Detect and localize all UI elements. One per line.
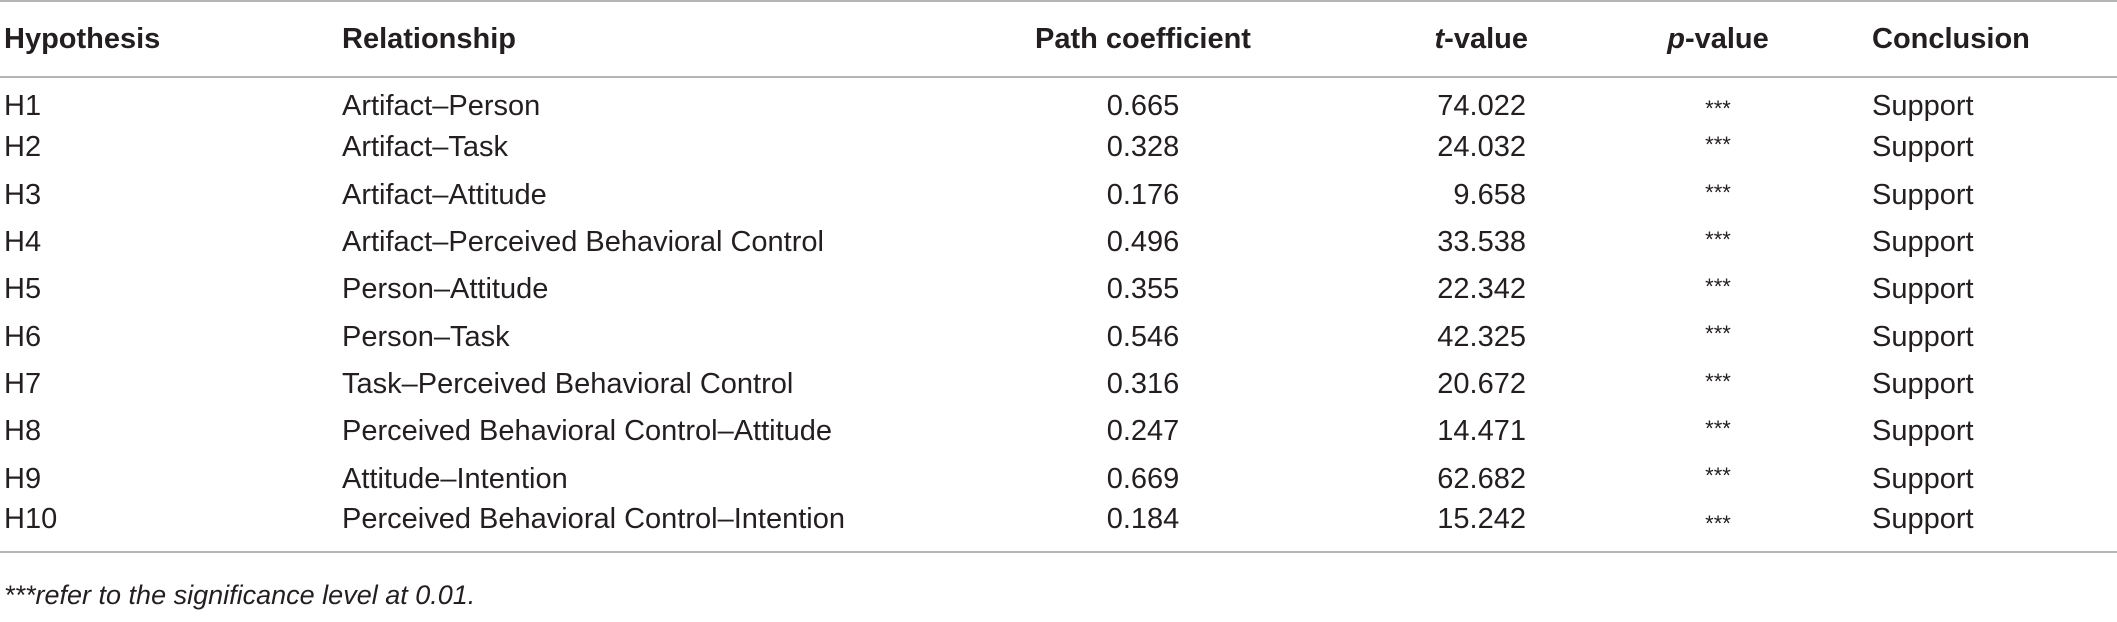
cell-conclusion: Support (1872, 273, 1974, 306)
cell-conclusion: Support (1872, 415, 1974, 448)
cell-p-value: *** (1705, 368, 1731, 394)
header-p-value-italic: p (1667, 22, 1685, 55)
cell-path-coefficient: 0.355 (1106, 273, 1180, 306)
cell-t-value: 9.658 (1453, 178, 1526, 211)
table-row: H4 Artifact–Perceived Behavioral Control 0… (0, 219, 2117, 266)
cell-relationship: Perceived Behavioral Control–Attitude (342, 415, 833, 448)
cell-hypothesis: H4 (4, 226, 42, 259)
cell-t-value: 20.672 (1437, 367, 1526, 400)
cell-p-value: *** (1568, 502, 1868, 553)
cell-relationship: Perceived Behavioral Control–Intention (338, 502, 938, 553)
cell-t-value: 15.242 (1348, 502, 1568, 553)
cell-path-coefficient: 0.665 (1106, 89, 1180, 122)
cell-p-value: *** (1705, 463, 1731, 489)
cell-p-value: *** (1705, 226, 1731, 252)
cell-p-value: *** (1705, 96, 1731, 121)
cell-path-coefficient: 0.328 (1106, 131, 1180, 164)
header-t-value-italic: t (1434, 22, 1445, 55)
header-p-value: p-value (1568, 0, 1868, 78)
table-row: H3 Artifact–Attitude 0.176 9.658 *** Support (0, 172, 2117, 219)
table-footnote: ***refer to the significance level at 0.… (4, 580, 476, 610)
cell-hypothesis: H2 (4, 131, 42, 164)
cell-relationship: Attitude–Intention (342, 462, 568, 495)
table-row: H2 Artifact–Task 0.328 24.032 *** Support (0, 124, 2117, 171)
header-row: Hypothesis Relationship Path coefficient… (0, 0, 2117, 78)
cell-p-value: *** (1705, 274, 1731, 300)
cell-p-value: *** (1705, 132, 1731, 158)
table-row: H6 Person–Task 0.546 42.325 *** Support (0, 313, 2117, 360)
table-body: H1 Artifact–Person 0.665 74.022 *** Support H2… (0, 77, 2117, 553)
cell-t-value: 24.032 (1437, 131, 1526, 164)
header-t-value-suffix: -value (1444, 22, 1528, 55)
cell-relationship: Artifact–Perceived Behavioral Control (342, 226, 824, 259)
cell-relationship: Artifact–Task (342, 131, 508, 164)
cell-t-value: 33.538 (1437, 226, 1526, 259)
table-row: H10 Perceived Behavioral Control–Intentio… (0, 502, 2117, 553)
cell-hypothesis: H7 (4, 367, 42, 400)
cell-path-coefficient: 0.546 (1106, 320, 1180, 353)
header-conclusion: Conclusion (1868, 0, 2117, 78)
cell-p-value: *** (1705, 416, 1731, 442)
cell-path-coefficient: 0.496 (1106, 226, 1180, 259)
cell-conclusion: Support (1872, 178, 1974, 211)
header-t-value: t-value (1348, 0, 1568, 78)
cell-relationship: Artifact–Person (342, 89, 541, 122)
cell-hypothesis: H3 (4, 178, 42, 211)
table-row: H9 Attitude–Intention 0.669 62.682 *** Suppor… (0, 455, 2117, 502)
cell-path-coefficient: 0.247 (1106, 415, 1180, 448)
table-header: Hypothesis Relationship Path coefficient… (0, 0, 2117, 78)
cell-relationship: Person–Attitude (342, 273, 549, 306)
cell-t-value: 22.342 (1437, 273, 1526, 306)
cell-conclusion: Support (1872, 367, 1974, 400)
cell-t-value: 14.471 (1437, 415, 1526, 448)
table-row: H7 Task–Perceived Behavioral Control 0.316… (0, 361, 2117, 408)
cell-relationship: Artifact–Attitude (342, 178, 547, 211)
cell-p-value: *** (1705, 179, 1731, 205)
cell-conclusion: Support (1872, 131, 1974, 164)
cell-hypothesis: H8 (4, 415, 42, 448)
cell-conclusion: Support (1872, 462, 1974, 495)
cell-path-coefficient: 0.176 (1106, 178, 1180, 211)
cell-t-value: 42.325 (1437, 320, 1526, 353)
cell-conclusion: Support (1868, 502, 2117, 553)
cell-conclusion: Support (1872, 320, 1974, 353)
cell-relationship: Task–Perceived Behavioral Control (342, 367, 794, 400)
cell-path-coefficient: 0.669 (1106, 462, 1180, 495)
header-hypothesis: Hypothesis (0, 0, 338, 78)
cell-hypothesis: H5 (4, 273, 42, 306)
cell-hypothesis: H10 (0, 502, 338, 553)
cell-p-value: *** (1705, 321, 1731, 347)
cell-hypothesis: H9 (4, 462, 42, 495)
cell-hypothesis: H1 (4, 89, 42, 122)
table-row: H1 Artifact–Person 0.665 74.022 *** Support (0, 77, 2117, 124)
hypothesis-results-table: Hypothesis Relationship Path coefficient… (0, 0, 2117, 553)
cell-relationship: Person–Task (342, 320, 510, 353)
cell-conclusion: Support (1872, 226, 1974, 259)
table-row: H5 Person–Attitude 0.355 22.342 *** Support (0, 266, 2117, 313)
header-path-coefficient: Path coefficient (938, 0, 1348, 78)
cell-path-coefficient: 0.316 (1106, 367, 1180, 400)
table-row: H8 Perceived Behavioral Control–Attitude 0… (0, 408, 2117, 455)
cell-t-value: 74.022 (1437, 89, 1526, 122)
cell-path-coefficient: 0.184 (938, 502, 1348, 553)
cell-conclusion: Support (1872, 89, 1974, 122)
header-relationship: Relationship (338, 0, 938, 78)
header-p-value-suffix: -value (1684, 22, 1769, 55)
cell-hypothesis: H6 (4, 320, 42, 353)
cell-t-value: 62.682 (1437, 462, 1526, 495)
